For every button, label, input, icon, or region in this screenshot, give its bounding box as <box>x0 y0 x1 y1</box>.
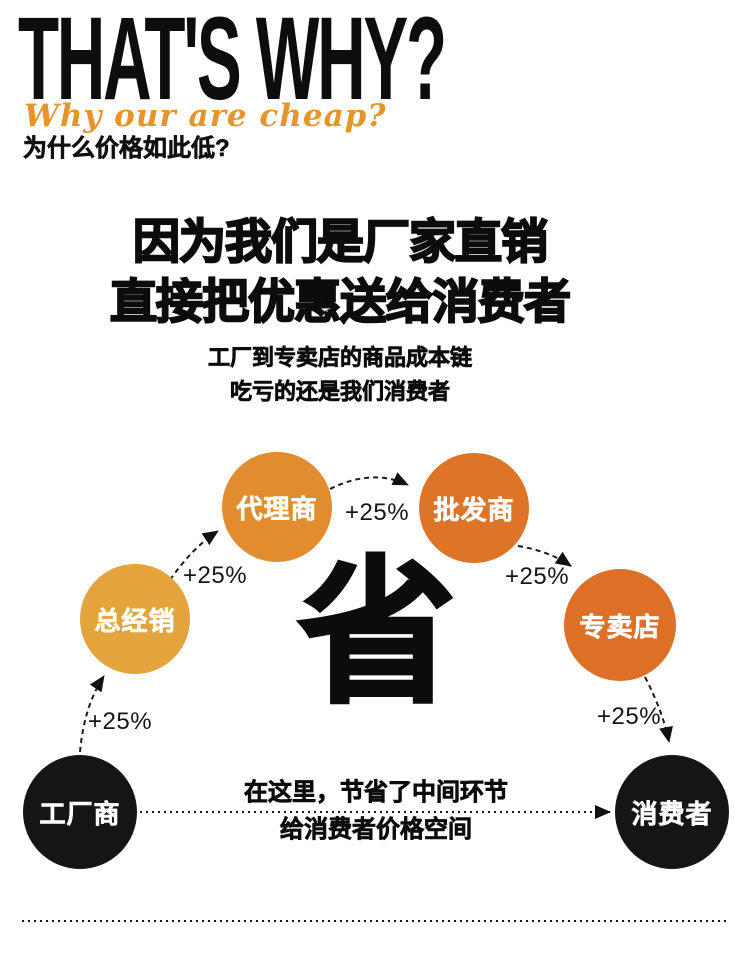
subtitle-script-english: Why our are cheap? <box>24 98 387 134</box>
node-general-distributor: 总经销 <box>80 564 190 674</box>
hero-subtext-line-1: 工厂到专卖店的商品成本链 <box>207 345 473 371</box>
node-factory-label: 工厂商 <box>39 798 121 829</box>
node-factory: 工厂商 <box>23 755 137 869</box>
node-agent-label: 代理商 <box>236 493 318 524</box>
connector-agent-to-wholesaler <box>329 472 409 490</box>
hero-subtext-line-2: 吃亏的还是我们消费者 <box>229 379 451 405</box>
node-wholesaler: 批发商 <box>419 453 529 563</box>
increment-label-1: +25% <box>88 708 153 735</box>
node-consumer: 消费者 <box>615 755 729 869</box>
node-consumer-label: 消费者 <box>631 798 713 829</box>
node-general-distributor-label: 总经销 <box>94 605 176 636</box>
increment-label-4: +25% <box>505 563 570 590</box>
savings-note-line-1: 在这里，节省了中间环节 <box>244 779 509 807</box>
hero-line-1: 因为我们是厂家直销 <box>132 214 549 269</box>
increment-label-3: +25% <box>345 499 410 526</box>
node-retail-store-label: 专卖店 <box>579 611 661 642</box>
hero-subtext: 工厂到专卖店的商品成本链 吃亏的还是我们消费者 <box>0 341 680 409</box>
savings-note-line-2: 给消费者价格空间 <box>280 816 473 844</box>
increment-label-5: +25% <box>597 703 662 730</box>
node-wholesaler-label: 批发商 <box>433 494 515 525</box>
page-title-english: THAT'S WHY? <box>18 0 447 125</box>
hero-line-2: 直接把优惠送给消费者 <box>109 274 572 329</box>
node-agent: 代理商 <box>222 452 332 562</box>
node-retail-store: 专卖店 <box>564 569 676 681</box>
increment-label-2: +25% <box>183 562 248 589</box>
save-character: 省 <box>297 546 458 722</box>
subtitle-chinese: 为什么价格如此低? <box>23 135 230 163</box>
hero-heading: 因为我们是厂家直销 直接把优惠送给消费者 <box>0 212 680 332</box>
